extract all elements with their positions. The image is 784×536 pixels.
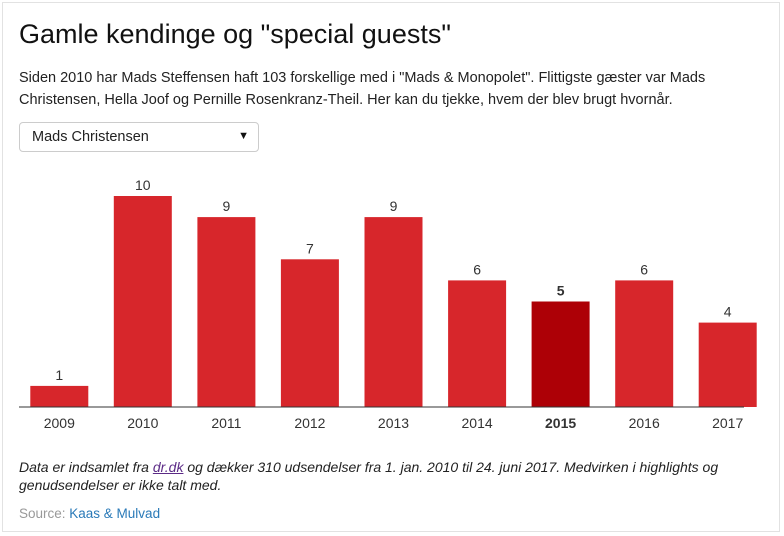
x-tick-label-2012: 2012 (294, 415, 325, 431)
data-label-2013: 9 (390, 198, 398, 214)
source-link[interactable]: Kaas & Mulvad (69, 506, 161, 521)
data-label-2011: 9 (223, 198, 231, 214)
bar-2014[interactable] (448, 280, 507, 407)
footnote: Data er indsamlet fra dr.dk og dækker 31… (19, 458, 769, 494)
data-label-2010: 10 (135, 177, 151, 193)
source-label: Source: (19, 506, 70, 521)
x-tick-label-2010: 2010 (127, 415, 158, 431)
selector-value: Mads Christensen (32, 129, 149, 145)
x-tick-label-2013: 2013 (378, 415, 409, 431)
source-line: Source: Kaas & Mulvad (19, 506, 160, 521)
data-label-2012: 7 (306, 240, 314, 256)
footnote-prefix: Data er indsamlet fra (19, 459, 153, 475)
bar-2010[interactable] (113, 196, 172, 407)
data-label-2015: 5 (557, 283, 565, 299)
x-tick-label-2009: 2009 (44, 415, 75, 431)
data-label-2017: 4 (724, 304, 732, 320)
bar-2009[interactable] (30, 385, 89, 407)
page-title: Gamle kendinge og "special guests" (19, 19, 451, 49)
bar-2015[interactable] (531, 301, 590, 408)
intro-text: Siden 2010 har Mads Steffensen haft 103 … (19, 70, 706, 108)
bar-chart: 1 2009 10 2010 9 2011 7 2012 9 2013 6 2014 5 2015 6 201… (19, 177, 757, 431)
x-tick-label-2016: 2016 (629, 415, 660, 431)
caret-down-icon: ▼ (238, 130, 249, 142)
data-label-2014: 6 (473, 261, 481, 277)
x-tick-label-2014: 2014 (462, 415, 493, 431)
bar-2016[interactable] (615, 280, 674, 407)
bar-2012[interactable] (280, 259, 339, 407)
x-tick-label-2017: 2017 (712, 415, 743, 431)
x-tick-label-2011: 2011 (211, 415, 241, 431)
footnote-suffix: og dækker 310 udsendelser fra 1. jan. 20… (19, 459, 719, 493)
person-selector[interactable]: Mads Christensen ▼ (19, 122, 259, 152)
bar-2017[interactable] (698, 322, 757, 407)
bar-2011[interactable] (197, 217, 256, 407)
footnote-link[interactable]: dr.dk (152, 459, 184, 475)
bar-2013[interactable] (364, 217, 423, 407)
data-label-2009: 1 (55, 367, 63, 383)
data-label-2016: 6 (640, 261, 648, 277)
x-tick-label-2015: 2015 (545, 415, 576, 431)
